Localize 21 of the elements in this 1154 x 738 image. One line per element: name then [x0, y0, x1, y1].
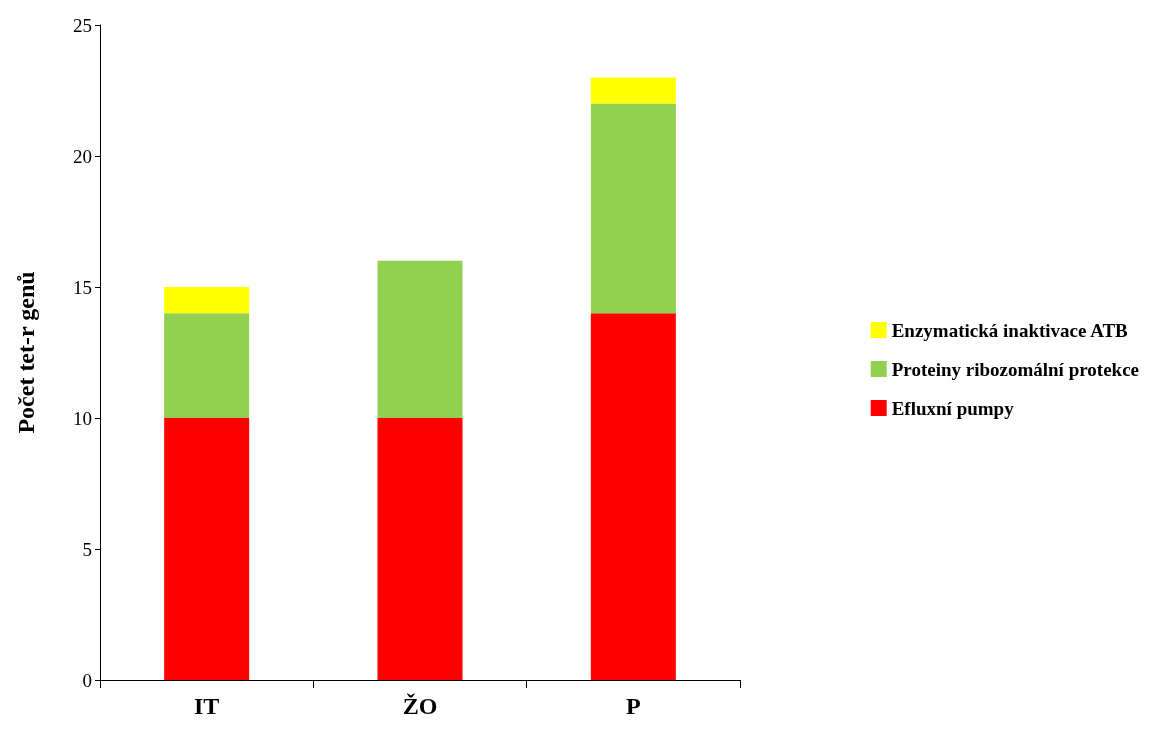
- legend-label: Efluxní pumpy: [891, 397, 1015, 419]
- bar: [590, 77, 676, 104]
- x-tick-label: IT: [193, 693, 220, 719]
- bar: [377, 418, 463, 680]
- legend-label: Enzymatická inaktivace ATB: [891, 319, 1129, 341]
- bar: [164, 418, 250, 680]
- x-tick-label: ŽO: [402, 693, 438, 719]
- bar: [590, 313, 676, 680]
- y-tick-label: 15: [73, 276, 92, 298]
- bar: [377, 260, 463, 418]
- x-tick-label: P: [626, 693, 641, 719]
- y-tick-label: 5: [82, 538, 92, 560]
- legend-label: Proteiny ribozomální protekce: [891, 358, 1140, 380]
- y-tick-label: 10: [73, 407, 92, 429]
- bar: [590, 103, 676, 314]
- bar: [164, 287, 250, 314]
- y-tick-label: 0: [82, 669, 92, 691]
- bar: [164, 313, 250, 418]
- y-axis-title: Počet tet-r genů: [13, 271, 39, 434]
- y-tick-label: 20: [73, 145, 92, 167]
- y-tick-label: 25: [73, 14, 92, 36]
